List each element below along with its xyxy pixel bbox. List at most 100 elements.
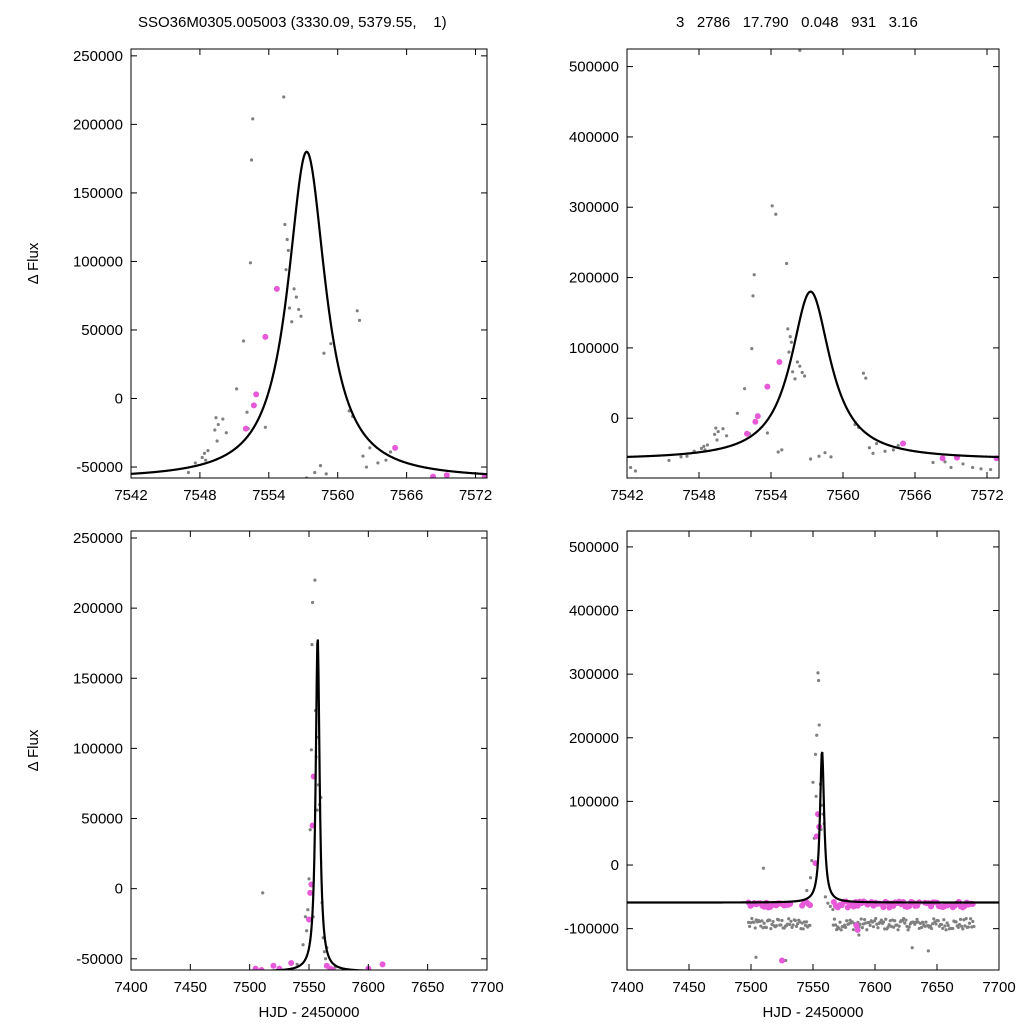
raw-baseline-point (951, 926, 955, 931)
raw-data-point (679, 455, 683, 459)
raw-data-point (752, 273, 756, 277)
binned-data-point (443, 472, 450, 478)
y-tick-label: 300000 (569, 666, 619, 683)
raw-data-point (961, 462, 965, 466)
raw-data-point (871, 451, 875, 455)
raw-baseline-point (892, 925, 896, 929)
x-tick-label: 7600 (858, 979, 891, 996)
x-tick-label: 7566 (898, 487, 931, 504)
raw-data-point (795, 360, 800, 364)
raw-data-point (284, 268, 288, 272)
raw-data-point (261, 891, 265, 895)
raw-data-point (896, 444, 900, 448)
raw-baseline-point (804, 920, 809, 924)
plot-area (131, 95, 487, 478)
raw-data-point (823, 451, 827, 455)
raw-baseline-point (931, 922, 935, 926)
raw-baseline-point (944, 928, 948, 932)
x-tick-label: 7400 (610, 979, 643, 996)
raw-data-point (786, 327, 790, 331)
raw-baseline-point (764, 925, 768, 930)
binned-data-point (854, 926, 861, 933)
raw-baseline-point (919, 925, 924, 930)
raw-data-point (388, 450, 393, 454)
raw-data-point (297, 307, 301, 312)
raw-data-point (721, 427, 725, 431)
raw-baseline-point (838, 920, 842, 924)
raw-baseline-point (907, 925, 911, 929)
y-tick-label: 250000 (73, 48, 123, 65)
plot-frame (130, 530, 488, 971)
raw-baseline-point (779, 923, 783, 927)
binned-data-point (253, 391, 260, 398)
raw-data-point (823, 895, 828, 899)
raw-data-point (263, 425, 267, 429)
raw-data-point (322, 950, 327, 954)
raw-data-point (310, 643, 314, 647)
raw-baseline-point (964, 917, 968, 921)
raw-data-point (364, 465, 369, 469)
raw-baseline-point (903, 921, 907, 925)
raw-data-point (787, 350, 791, 354)
binned-data-point (744, 430, 750, 437)
binned-data-point (258, 967, 265, 970)
raw-data-point (750, 347, 754, 351)
y-tick-label: 500000 (569, 539, 619, 556)
model-curve (238, 639, 397, 970)
raw-baseline-point (963, 924, 967, 928)
raw-data-point (761, 866, 766, 870)
binned-data-point (273, 285, 280, 292)
raw-data-point (989, 467, 993, 472)
raw-baseline-point (769, 927, 773, 931)
y-tick-label: 150000 (73, 670, 123, 687)
raw-data-point (780, 448, 784, 452)
raw-data-point (307, 877, 311, 881)
raw-data-point (931, 460, 935, 465)
y-axis-label: Δ Flux (25, 729, 42, 771)
raw-data-point (798, 49, 802, 53)
raw-baseline-point (942, 918, 946, 922)
raw-baseline-point (928, 924, 933, 928)
y-axis-label: Δ Flux (25, 242, 42, 284)
y-tick-label: 0 (115, 881, 123, 898)
binned-data-point (252, 965, 259, 970)
x-tick-label: 7650 (411, 979, 444, 996)
raw-baseline-point (893, 919, 897, 923)
raw-data-point (322, 351, 326, 355)
raw-baseline-point (850, 920, 854, 924)
raw-data-point (735, 411, 740, 415)
x-tick-label: 7542 (610, 487, 643, 504)
raw-data-point (765, 431, 770, 435)
x-tick-label: 7700 (982, 979, 1015, 996)
raw-data-point (186, 470, 191, 475)
raw-baseline-point (753, 926, 757, 930)
raw-data-point (313, 578, 317, 582)
raw-data-point (299, 314, 303, 318)
raw-data-point (241, 339, 246, 343)
binned-data-point (764, 383, 771, 390)
raw-data-point (705, 443, 710, 447)
raw-baseline-point (844, 925, 848, 930)
panel-top-left: 7542 7548 7554 7560 7566 7572 -50000 0 50000 1000… (25, 48, 492, 504)
raw-data-point (305, 929, 309, 933)
raw-baseline-point (902, 916, 906, 921)
raw-baseline-point (796, 922, 800, 926)
raw-baseline-point (884, 917, 888, 921)
y-tick-label: 400000 (569, 603, 619, 620)
raw-data-point (817, 454, 821, 458)
raw-data-point (290, 320, 294, 324)
raw-baseline-point (760, 919, 764, 923)
raw-data-point (206, 448, 210, 453)
raw-data-point (248, 261, 253, 265)
model-curve (627, 751, 999, 904)
raw-data-point (791, 370, 795, 374)
y-tick-label: 200000 (73, 116, 123, 133)
raw-data-point (751, 294, 755, 298)
raw-data-point (875, 441, 879, 446)
binned-data-point (242, 425, 249, 432)
y-tick-label: -100000 (564, 921, 619, 938)
raw-data-point (251, 117, 255, 121)
raw-baseline-point (972, 924, 976, 929)
plot-area (627, 49, 999, 473)
